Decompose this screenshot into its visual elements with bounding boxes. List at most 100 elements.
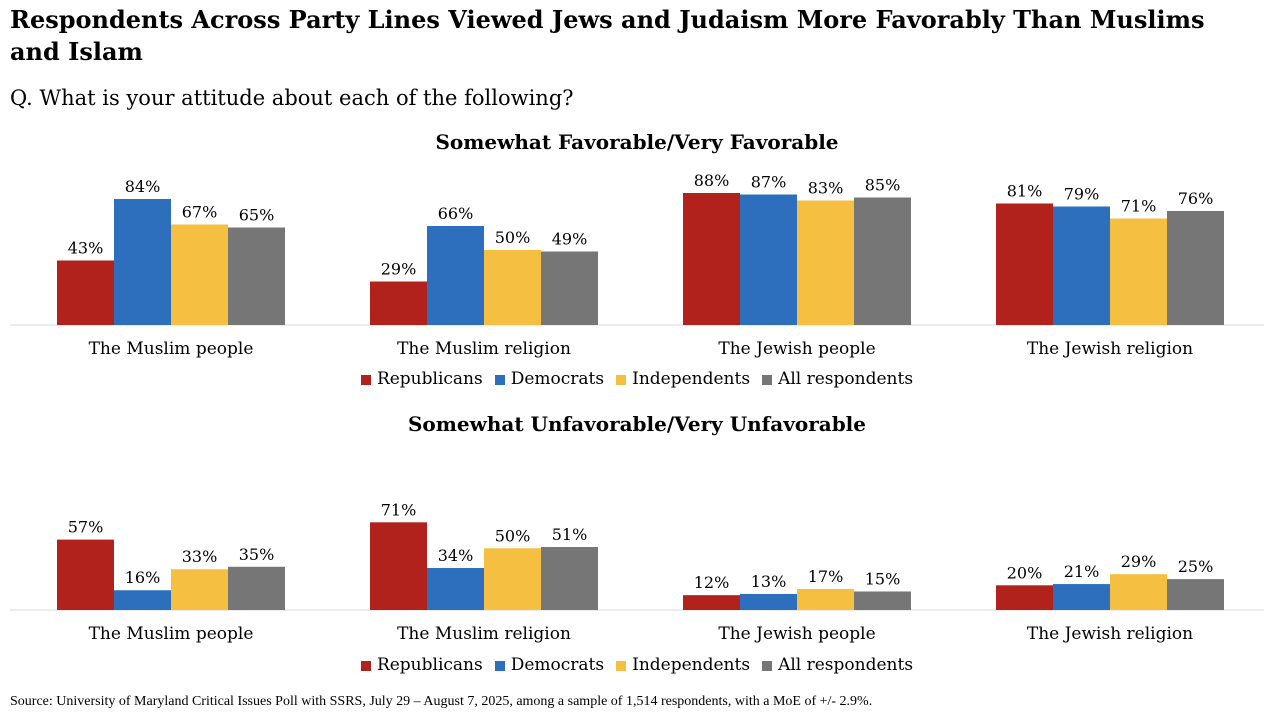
legend-item-independents: Independents	[616, 655, 750, 675]
category-label-the-jewish-people: The Jewish people	[718, 624, 875, 644]
data-label-democrats-the-muslim-religion: 34%	[438, 546, 474, 565]
legend-item-all-respondents: All respondents	[762, 369, 913, 389]
data-label-independents-the-jewish-religion: 71%	[1121, 197, 1157, 216]
data-label-all-respondents-the-jewish-religion: 76%	[1178, 189, 1214, 208]
data-label-democrats-the-jewish-religion: 79%	[1064, 185, 1100, 204]
bar-democrats-the-jewish-religion	[1053, 584, 1110, 610]
bar-democrats-the-muslim-people	[114, 199, 171, 325]
data-label-all-respondents-the-jewish-people: 85%	[865, 176, 901, 195]
bar-republicans-the-muslim-religion	[370, 281, 427, 325]
legend-swatch-all-respondents	[762, 374, 773, 385]
bar-all-respondents-the-jewish-religion	[1167, 579, 1224, 610]
survey-question: Q. What is your attitude about each of t…	[10, 86, 574, 110]
data-label-republicans-the-muslim-people: 57%	[68, 518, 104, 537]
legend-label: Independents	[632, 369, 751, 389]
unfavorable-chart: 57% 16% 33% 35% The Muslim people 71% 34% 50% 51…	[10, 500, 1264, 644]
bar-democrats-the-jewish-people	[740, 593, 797, 610]
bar-republicans-the-muslim-people	[57, 260, 114, 325]
category-label-the-jewish-religion: The Jewish religion	[1027, 339, 1193, 359]
bar-all-respondents-the-muslim-religion	[541, 251, 598, 325]
category-label-the-muslim-religion: The Muslim religion	[397, 624, 571, 644]
data-label-all-respondents-the-muslim-religion: 51%	[552, 525, 588, 544]
page-title: Respondents Across Party Lines Viewed Je…	[10, 5, 1205, 66]
legend-label: Republicans	[376, 655, 483, 675]
data-label-independents-the-muslim-religion: 50%	[495, 228, 531, 247]
legend-swatch-republicans	[360, 374, 371, 385]
favorable-chart: 43% 84% 67% 65% The Muslim people 29% 66% 50% 49…	[10, 171, 1264, 359]
legend-item-republicans: Republicans	[360, 655, 483, 675]
data-label-democrats-the-jewish-people: 87%	[751, 173, 787, 192]
data-label-independents-the-muslim-people: 33%	[182, 547, 218, 566]
bar-republicans-the-muslim-religion	[370, 522, 427, 610]
data-label-independents-the-jewish-religion: 29%	[1121, 552, 1157, 571]
legend-label: All respondents	[778, 369, 914, 389]
bar-democrats-the-jewish-religion	[1053, 206, 1110, 325]
data-label-all-respondents-the-jewish-people: 15%	[865, 569, 901, 588]
legend-swatch-democrats	[494, 374, 505, 385]
bar-independents-the-jewish-people	[797, 589, 854, 610]
source-note: Source: University of Maryland Critical …	[10, 694, 873, 709]
data-label-independents-the-jewish-people: 83%	[808, 179, 844, 198]
legend-item-democrats: Democrats	[494, 369, 605, 389]
data-label-democrats-the-jewish-people: 13%	[751, 572, 787, 591]
bar-republicans-the-jewish-religion	[996, 203, 1053, 325]
data-label-republicans-the-muslim-people: 43%	[68, 239, 104, 258]
legend-item-independents: Independents	[616, 369, 750, 389]
data-label-republicans-the-muslim-religion: 71%	[381, 500, 417, 519]
category-label-the-muslim-people: The Muslim people	[89, 339, 254, 359]
legend-label: All respondents	[778, 655, 914, 675]
bar-independents-the-muslim-people	[171, 569, 228, 610]
data-label-democrats-the-muslim-religion: 66%	[438, 204, 474, 223]
bar-independents-the-jewish-religion	[1110, 574, 1167, 610]
bar-independents-the-muslim-people	[171, 224, 228, 325]
data-label-all-respondents-the-muslim-people: 35%	[239, 545, 275, 564]
category-label-the-muslim-people: The Muslim people	[89, 624, 254, 644]
bar-republicans-the-muslim-people	[57, 539, 114, 610]
data-label-republicans-the-jewish-religion: 81%	[1007, 182, 1043, 201]
legend-item-all-respondents: All respondents	[762, 655, 913, 675]
data-label-democrats-the-muslim-people: 84%	[125, 177, 161, 196]
chart-title-unfavorable: Somewhat Unfavorable/Very Unfavorable	[407, 412, 867, 436]
data-label-democrats-the-jewish-religion: 21%	[1064, 562, 1100, 581]
legend-label: Republicans	[376, 369, 483, 389]
legend-label: Democrats	[510, 655, 605, 675]
legend-favorable: Republicans Democrats Independents All resp…	[0, 369, 1274, 389]
data-label-republicans-the-jewish-religion: 20%	[1007, 563, 1043, 582]
bar-democrats-the-jewish-people	[740, 194, 797, 325]
category-label-the-jewish-religion: The Jewish religion	[1027, 624, 1193, 644]
data-label-independents-the-jewish-people: 17%	[808, 567, 844, 586]
legend-swatch-independents	[616, 660, 627, 671]
legend-swatch-all-respondents	[762, 660, 773, 671]
legend-swatch-independents	[616, 374, 627, 385]
data-label-republicans-the-jewish-people: 88%	[694, 171, 730, 190]
legend-item-republicans: Republicans	[360, 369, 483, 389]
legend-label: Independents	[632, 655, 751, 675]
data-label-all-respondents-the-jewish-religion: 25%	[1178, 557, 1214, 576]
bar-republicans-the-jewish-people	[683, 595, 740, 610]
bar-republicans-the-jewish-people	[683, 193, 740, 325]
legend-label: Democrats	[510, 369, 605, 389]
data-label-all-respondents-the-muslim-religion: 49%	[552, 230, 588, 249]
bar-independents-the-jewish-people	[797, 200, 854, 325]
legend-item-democrats: Democrats	[494, 655, 605, 675]
legend-swatch-democrats	[494, 660, 505, 671]
bar-republicans-the-jewish-religion	[996, 585, 1053, 610]
bar-all-respondents-the-muslim-religion	[541, 547, 598, 610]
data-label-all-respondents-the-muslim-people: 65%	[239, 206, 275, 225]
bar-democrats-the-muslim-people	[114, 590, 171, 610]
data-label-republicans-the-jewish-people: 12%	[694, 573, 730, 592]
bar-all-respondents-the-jewish-religion	[1167, 211, 1224, 325]
bar-all-respondents-the-muslim-people	[228, 566, 285, 610]
bar-independents-the-muslim-religion	[484, 548, 541, 610]
data-label-republicans-the-muslim-religion: 29%	[381, 260, 417, 279]
bar-democrats-the-muslim-religion	[427, 226, 484, 325]
bar-independents-the-muslim-religion	[484, 250, 541, 325]
bar-all-respondents-the-muslim-people	[228, 227, 285, 325]
data-label-independents-the-muslim-religion: 50%	[495, 526, 531, 545]
bar-all-respondents-the-jewish-people	[854, 197, 911, 325]
bar-all-respondents-the-jewish-people	[854, 591, 911, 610]
legend-swatch-republicans	[360, 660, 371, 671]
data-label-independents-the-muslim-people: 67%	[182, 203, 218, 222]
legend-unfavorable: Republicans Democrats Independents All resp…	[0, 655, 1274, 675]
category-label-the-muslim-religion: The Muslim religion	[397, 339, 571, 359]
